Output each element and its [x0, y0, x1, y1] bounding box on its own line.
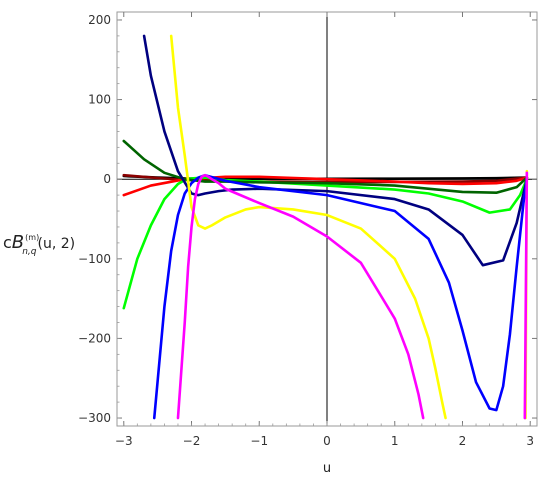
- y-tick-label: −100: [78, 252, 111, 266]
- x-tick-label: 2: [459, 434, 467, 448]
- series-group: [122, 34, 529, 420]
- y-axis-title-args: (u, 2): [37, 236, 75, 252]
- series-line-6: [142, 34, 529, 267]
- series-line-7: [152, 173, 529, 420]
- axes: [117, 12, 537, 426]
- y-tick-label: 0: [103, 172, 111, 186]
- y-tick-label: 100: [88, 93, 111, 107]
- series-line-8: [169, 34, 447, 420]
- ticks: [117, 12, 537, 426]
- series-line-3: [122, 175, 529, 197]
- series-line-9: [176, 173, 425, 420]
- y-tick-label: 200: [88, 13, 111, 27]
- x-tick-label: −1: [250, 434, 268, 448]
- tick-labels: −3 −2 −1 0 1 2 3 200 100 0 −100 −200 −300: [78, 13, 534, 448]
- x-axis-title: u: [323, 461, 331, 476]
- x-tick-label: −2: [183, 434, 201, 448]
- y-tick-label: −300: [78, 411, 111, 425]
- y-axis-title-main: B: [12, 232, 24, 253]
- y-axis-title-sup: (m): [25, 233, 39, 242]
- series-line-11: [523, 171, 529, 420]
- y-tick-label: −200: [78, 331, 111, 345]
- y-axis-title-prefix: c: [3, 233, 12, 252]
- x-tick-label: 0: [323, 434, 331, 448]
- x-tick-label: 3: [526, 434, 534, 448]
- y-axis-title-sub: n,q: [22, 247, 37, 257]
- x-tick-label: 1: [391, 434, 399, 448]
- y-axis-title: cB(m) n,q(u, 2): [3, 232, 75, 257]
- x-tick-label: −3: [115, 434, 133, 448]
- series-line-5: [122, 139, 529, 195]
